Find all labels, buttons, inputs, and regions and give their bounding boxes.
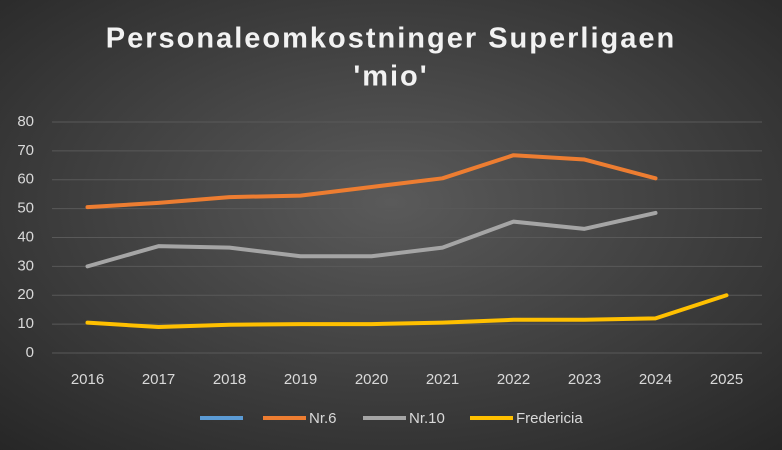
y-tick-label: 40 — [17, 228, 34, 245]
x-tick-label: 2022 — [497, 371, 530, 388]
legend-label: Fredericia — [516, 410, 583, 427]
legend-label: Nr.10 — [409, 410, 445, 427]
y-tick-label: 60 — [17, 171, 34, 188]
chart-title: Personaleomkostninger Superligaen — [106, 23, 676, 55]
y-tick-label: 10 — [17, 315, 34, 332]
x-tick-label: 2021 — [426, 371, 459, 388]
x-tick-label: 2020 — [355, 371, 388, 388]
x-tick-label: 2023 — [568, 371, 601, 388]
chart-subtitle: 'mio' — [353, 61, 428, 93]
y-tick-label: 20 — [17, 286, 34, 303]
legend-label: Nr.6 — [309, 410, 337, 427]
x-tick-label: 2019 — [284, 371, 317, 388]
y-tick-label: 70 — [17, 142, 34, 159]
x-tick-label: 2024 — [639, 371, 672, 388]
x-tick-label: 2016 — [71, 371, 104, 388]
x-tick-label: 2017 — [142, 371, 175, 388]
line — [85, 210, 658, 269]
y-tick-label: 50 — [17, 200, 34, 217]
line — [85, 293, 729, 330]
line — [85, 153, 658, 210]
y-tick-label: 30 — [17, 257, 34, 274]
y-tick-label: 0 — [26, 344, 34, 361]
y-tick-label: 80 — [17, 113, 34, 130]
x-tick-label: 2018 — [213, 371, 246, 388]
x-tick-label: 2025 — [710, 371, 743, 388]
